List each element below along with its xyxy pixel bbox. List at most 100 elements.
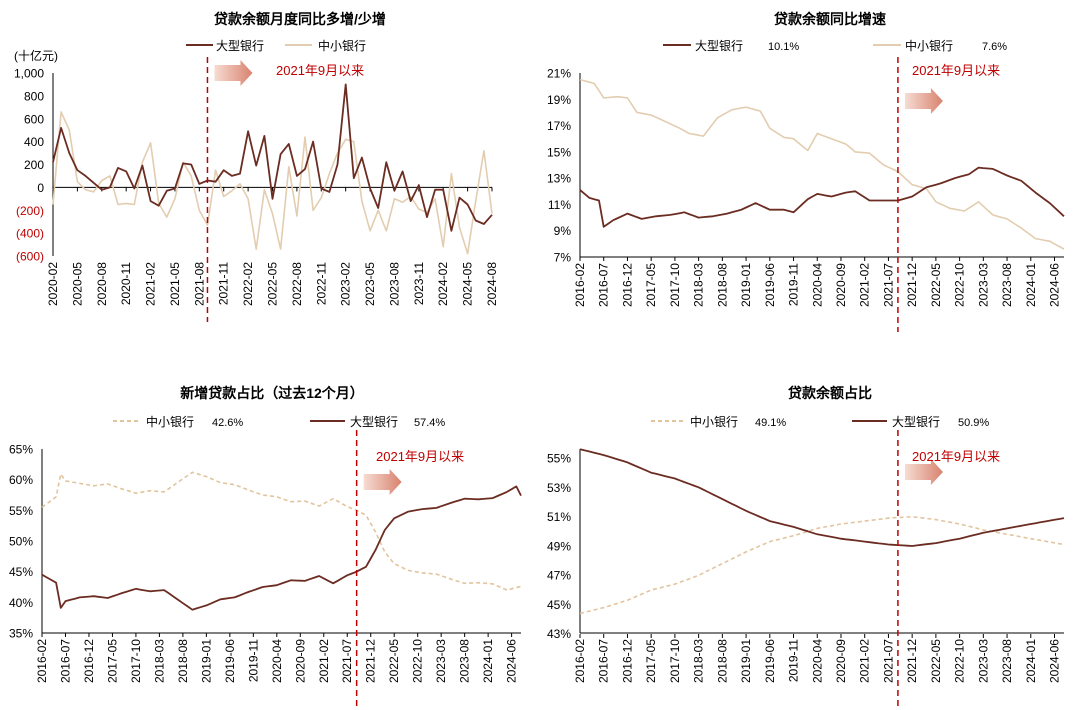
x-tick-label: 2017-05 xyxy=(105,639,119,683)
x-tick-label: 2022-05 xyxy=(266,262,280,306)
chart-2-y-tick: 9% xyxy=(554,224,572,238)
x-tick-label: 2023-03 xyxy=(976,263,990,307)
x-tick-label: 2022-05 xyxy=(929,639,943,683)
x-tick-label: 2020-04 xyxy=(270,639,284,683)
x-tick-label: 2018-08 xyxy=(715,639,729,683)
chart-1-y-tick: 800 xyxy=(24,89,44,103)
chart-4-y-tick: 51% xyxy=(547,510,571,524)
chart-2-legend-large-value: 10.1% xyxy=(768,41,799,53)
x-tick-label: 2019-11 xyxy=(787,263,801,306)
chart-2-y-tick: 17% xyxy=(547,119,571,133)
x-tick-label: 2020-09 xyxy=(834,263,848,307)
chart-2-y-tick: 19% xyxy=(547,93,571,107)
x-tick-label: 2021-02 xyxy=(858,639,872,683)
x-tick-label: 2024-06 xyxy=(505,639,519,683)
x-tick-label: 2019-01 xyxy=(739,639,753,683)
chart-1-y-tick: 600 xyxy=(24,112,44,126)
chart-3-legend-large-value: 57.4% xyxy=(414,417,445,429)
x-tick-label: 2020-09 xyxy=(293,639,307,683)
series-line-large-banks xyxy=(52,83,493,232)
x-tick-label: 2022-05 xyxy=(387,639,401,683)
chart-4-arrow xyxy=(904,459,943,485)
x-tick-label: 2024-06 xyxy=(1048,639,1062,683)
chart-4-y-tick: 43% xyxy=(547,627,571,641)
x-tick-label: 2016-07 xyxy=(597,639,611,683)
x-tick-label: 2021-12 xyxy=(905,639,919,683)
chart-1-arrow xyxy=(214,60,253,86)
chart-2-legend-small-label: 中小银行 xyxy=(905,38,953,53)
chart-4: 贷款余额占比 中小银行 49.1% 大型银行 50.9% 55% 53% 51%… xyxy=(547,385,1065,708)
x-tick-label: 2022-02 xyxy=(241,262,255,306)
x-tick-label: 2016-12 xyxy=(620,639,634,683)
series-line-large-banks xyxy=(41,485,522,611)
chart-3-arrow xyxy=(363,469,402,495)
chart-4-y-tick: 53% xyxy=(547,481,571,495)
chart-4-y-axis: 55% 53% 51% 49% 47% 45% 43% xyxy=(547,449,1064,641)
x-tick-label: 2019-06 xyxy=(763,263,777,307)
chart-1-title: 贷款余额月度同比多增/少增 xyxy=(214,11,386,27)
x-tick-label: 2019-11 xyxy=(787,639,801,682)
chart-4-legend-large-label: 大型银行 xyxy=(892,415,940,429)
x-tick-label: 2024-01 xyxy=(1024,639,1038,683)
chart-3-y-tick: 65% xyxy=(9,443,33,457)
x-tick-label: 2021-08 xyxy=(192,262,206,306)
chart-1-legend: 大型银行 中小银行 xyxy=(186,38,366,53)
x-tick-label: 2024-08 xyxy=(485,262,499,306)
chart-3-legend-small-label: 中小银行 xyxy=(146,414,194,429)
chart-1-y-tick: 1,000 xyxy=(14,67,44,81)
series-line-small-medium-banks xyxy=(41,471,522,591)
x-tick-label: 2023-08 xyxy=(387,262,401,306)
chart-2-y-tick: 7% xyxy=(554,251,572,265)
x-tick-label: 2024-05 xyxy=(461,262,475,306)
chart-2-arrow xyxy=(904,88,943,114)
x-tick-label: 2018-08 xyxy=(176,639,190,683)
chart-2-legend: 大型银行 10.1% 中小银行 7.6% xyxy=(663,38,1007,53)
series-line-large-banks xyxy=(579,166,1065,228)
x-tick-label: 2022-11 xyxy=(314,262,328,305)
x-tick-label: 2019-01 xyxy=(199,639,213,683)
chart-1-y-tick-negative: (400) xyxy=(16,227,44,241)
chart-4-y-tick: 49% xyxy=(547,539,571,553)
x-tick-label: 2019-11 xyxy=(246,639,260,682)
x-tick-label: 2021-12 xyxy=(364,639,378,683)
chart-2-y-tick: 15% xyxy=(547,145,571,159)
x-tick-label: 2017-05 xyxy=(644,639,658,683)
x-tick-label: 2020-09 xyxy=(834,639,848,683)
chart-4-legend-large-value: 50.9% xyxy=(958,417,989,429)
chart-3-y-tick: 55% xyxy=(9,504,33,518)
x-tick-label: 2017-10 xyxy=(668,263,682,307)
x-tick-label: 2017-05 xyxy=(644,263,658,307)
chart-1: 贷款余额月度同比多增/少增 (十亿元) 大型银行 中小银行 1,000 800 … xyxy=(14,11,499,322)
x-tick-label: 2017-10 xyxy=(668,639,682,683)
x-tick-label: 2017-10 xyxy=(129,639,143,683)
x-tick-label: 2016-07 xyxy=(58,639,72,683)
chart-1-y-tick: 0 xyxy=(37,181,44,195)
chart-2: 贷款余额同比增速 大型银行 10.1% 中小银行 7.6% 21% 19% 17… xyxy=(547,11,1065,332)
series-line-small-medium-banks xyxy=(579,78,1065,250)
x-tick-label: 2016-07 xyxy=(597,263,611,307)
x-tick-label: 2022-08 xyxy=(290,262,304,306)
x-tick-label: 2019-01 xyxy=(739,263,753,307)
x-tick-label: 2023-08 xyxy=(1000,639,1014,683)
chart-2-title: 贷款余额同比增速 xyxy=(774,11,886,27)
x-tick-label: 2016-02 xyxy=(573,263,587,307)
x-tick-label: 2022-05 xyxy=(929,263,943,307)
chart-2-plot xyxy=(579,78,1065,250)
chart-4-y-tick: 55% xyxy=(547,452,571,466)
x-tick-label: 2019-06 xyxy=(763,639,777,683)
chart-1-y-axis: 1,000 800 600 400 200 0 (200) (400) (600… xyxy=(14,67,54,264)
x-tick-label: 2021-05 xyxy=(168,262,182,306)
x-tick-label: 2019-06 xyxy=(223,639,237,683)
x-tick-label: 2020-11 xyxy=(119,262,133,305)
x-tick-label: 2020-08 xyxy=(95,262,109,306)
chart-3-y-tick: 45% xyxy=(9,565,33,579)
chart-1-unit: (十亿元) xyxy=(14,48,58,63)
chart-1-y-tick-negative: (200) xyxy=(16,204,44,218)
chart-4-annotation: 2021年9月以来 xyxy=(912,449,1000,464)
x-tick-label: 2016-12 xyxy=(620,263,634,307)
x-tick-label: 2020-02 xyxy=(46,262,60,306)
chart-4-title: 贷款余额占比 xyxy=(788,385,872,401)
chart-1-plot xyxy=(52,83,493,255)
chart-1-legend-small-label: 中小银行 xyxy=(318,38,366,53)
x-tick-label: 2021-11 xyxy=(217,262,231,305)
